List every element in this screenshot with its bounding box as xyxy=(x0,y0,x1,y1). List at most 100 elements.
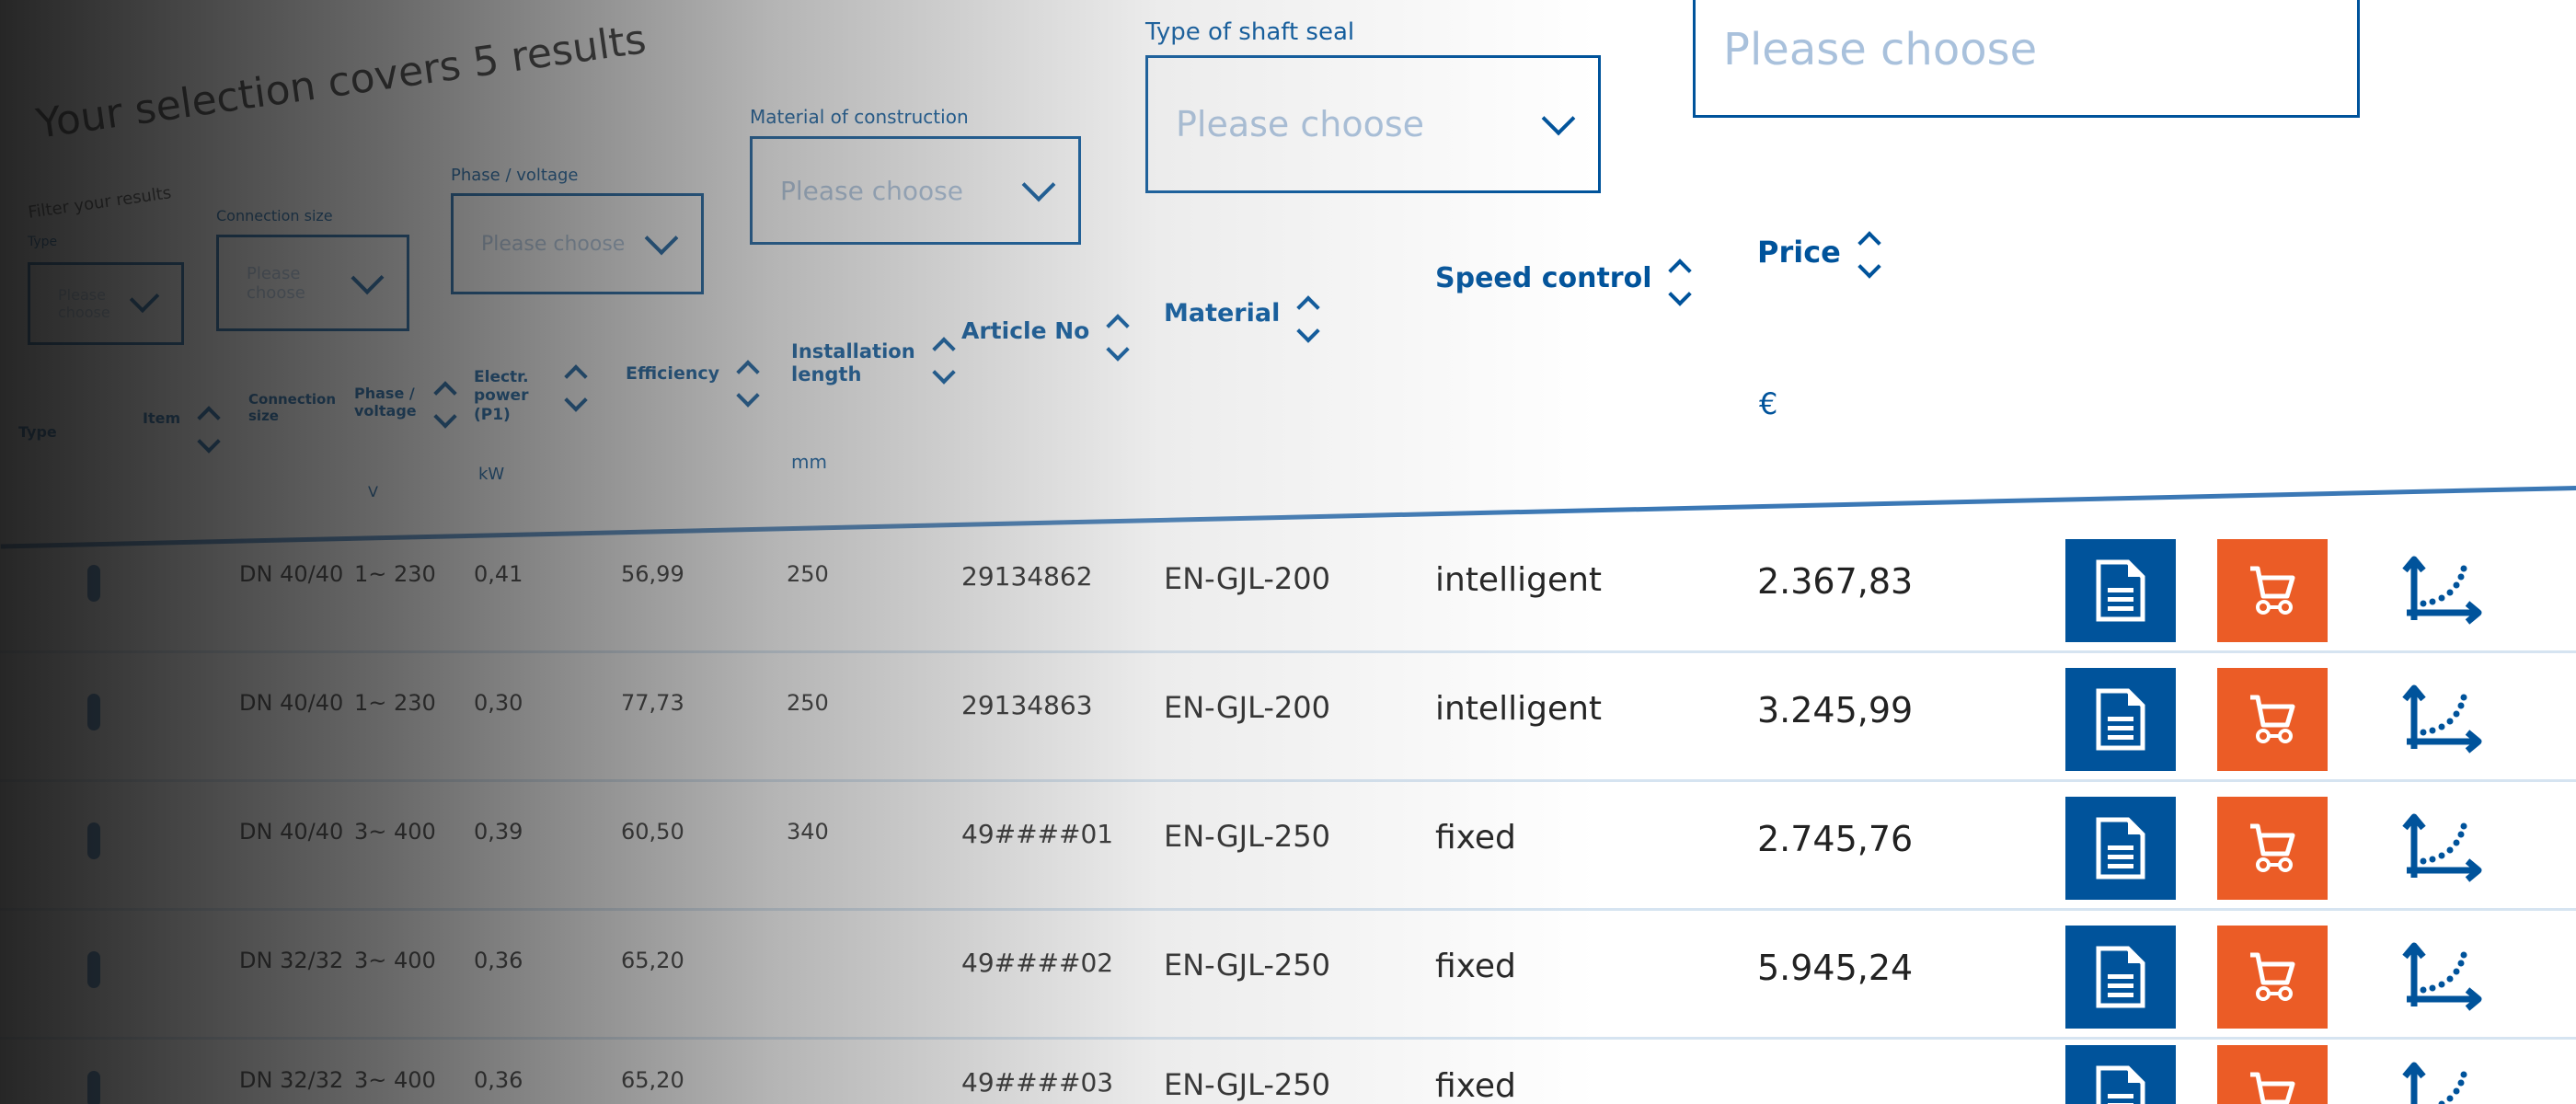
filter-label-connection: Connection size xyxy=(216,207,333,224)
sort-icon[interactable] xyxy=(1668,259,1693,306)
filter-dropdown-6[interactable]: Please choose xyxy=(1693,0,2360,118)
table-row[interactable]: DN 40/40 1~ 230 0,30 77,73 250 29134863 … xyxy=(0,653,2576,782)
pump-curve-button[interactable] xyxy=(2392,539,2493,642)
datasheet-button[interactable] xyxy=(2065,926,2176,1029)
column-header-power[interactable]: Electr. power (P1) xyxy=(474,364,588,424)
pump-icon xyxy=(87,565,100,602)
sort-icon[interactable] xyxy=(931,337,956,385)
cell-speed-control: fixed xyxy=(1435,1067,1516,1104)
cell-power: 0,36 xyxy=(474,948,523,973)
sort-icon[interactable] xyxy=(432,381,457,429)
add-to-cart-button[interactable] xyxy=(2217,1045,2328,1104)
cell-article-no: 49####02 xyxy=(961,948,1114,978)
cell-price: 3.245,99 xyxy=(1757,690,1914,730)
column-header-installation-length[interactable]: Installation length xyxy=(791,337,956,386)
sort-icon[interactable] xyxy=(1106,314,1131,362)
document-icon xyxy=(2096,946,2145,1008)
table-row[interactable]: DN 40/40 3~ 400 0,39 60,50 340 49####01 … xyxy=(0,782,2576,911)
dropdown-placeholder: Please choose xyxy=(58,286,110,321)
document-icon xyxy=(2096,688,2145,751)
column-header-article-no[interactable]: Article No xyxy=(961,314,1131,362)
column-header-material[interactable]: Material xyxy=(1164,295,1321,343)
sort-icon[interactable] xyxy=(564,364,588,412)
pump-curve-button[interactable] xyxy=(2392,797,2493,900)
cell-efficiency: 65,20 xyxy=(621,1067,684,1093)
cell-article-no: 29134863 xyxy=(961,690,1093,720)
cell-price: 5.945,24 xyxy=(1757,948,1914,988)
filter-type-dropdown[interactable]: Please choose xyxy=(28,262,184,345)
cell-efficiency: 77,73 xyxy=(621,690,684,716)
sort-icon[interactable] xyxy=(736,360,760,408)
cell-material: EN-GJL-250 xyxy=(1164,948,1330,983)
cell-price: 2.367,83 xyxy=(1757,561,1914,602)
shopping-cart-icon xyxy=(2250,566,2295,615)
cell-connection: DN 32/32 xyxy=(239,948,344,973)
cell-length: 250 xyxy=(787,690,829,716)
table-row[interactable]: DN 32/32 3~ 400 0,36 65,20 49####02 EN-G… xyxy=(0,911,2576,1040)
cell-material: EN-GJL-250 xyxy=(1164,1067,1330,1102)
filter-label-material: Material of construction xyxy=(750,106,969,128)
pump-icon xyxy=(87,951,100,988)
dropdown-placeholder: Please choose xyxy=(481,232,626,256)
cell-speed-control: intelligent xyxy=(1435,690,1603,728)
cell-article-no: 49####01 xyxy=(961,819,1114,849)
cell-connection: DN 40/40 xyxy=(239,819,344,845)
column-header-type[interactable]: Type xyxy=(18,423,57,441)
table-row[interactable]: DN 40/40 1~ 230 0,41 56,99 250 29134862 … xyxy=(0,524,2576,653)
pump-curve-button[interactable] xyxy=(2392,1045,2493,1104)
filter-shaft-seal-dropdown[interactable]: Please choose xyxy=(1145,55,1601,193)
filter-label-type: Type xyxy=(28,235,58,249)
cell-voltage: 1~ 230 xyxy=(354,561,436,587)
pump-icon xyxy=(87,1071,100,1104)
cell-material: EN-GJL-250 xyxy=(1164,819,1330,854)
datasheet-button[interactable] xyxy=(2065,668,2176,771)
cell-efficiency: 56,99 xyxy=(621,561,684,587)
column-header-item[interactable]: Item xyxy=(143,406,221,454)
cell-voltage: 3~ 400 xyxy=(354,1067,436,1093)
cell-connection: DN 40/40 xyxy=(239,690,344,716)
pump-curve-button[interactable] xyxy=(2392,926,2493,1029)
datasheet-button[interactable] xyxy=(2065,539,2176,642)
cell-price: 2.745,76 xyxy=(1757,819,1914,859)
cell-speed-control: fixed xyxy=(1435,948,1516,985)
add-to-cart-button[interactable] xyxy=(2217,926,2328,1029)
column-header-efficiency[interactable]: Efficiency xyxy=(626,360,760,408)
sort-icon[interactable] xyxy=(1296,295,1321,343)
dropdown-placeholder: Please choose xyxy=(247,263,305,303)
shopping-cart-icon xyxy=(2250,1072,2295,1104)
datasheet-button[interactable] xyxy=(2065,1045,2176,1104)
chevron-down-icon xyxy=(644,221,679,256)
cell-material: EN-GJL-200 xyxy=(1164,561,1330,596)
shopping-cart-icon xyxy=(2250,695,2295,743)
filter-connection-dropdown[interactable]: Please choose xyxy=(216,235,409,331)
cell-power: 0,41 xyxy=(474,561,523,587)
cell-voltage: 1~ 230 xyxy=(354,690,436,716)
dropdown-placeholder: Please choose xyxy=(1176,104,1425,144)
cell-efficiency: 60,50 xyxy=(621,819,684,845)
unit-voltage: V xyxy=(368,483,378,500)
datasheet-button[interactable] xyxy=(2065,797,2176,900)
filter-material-dropdown[interactable]: Please choose xyxy=(750,136,1081,245)
cell-power: 0,39 xyxy=(474,819,523,845)
cell-speed-control: intelligent xyxy=(1435,561,1603,599)
unit-power: kW xyxy=(478,465,505,484)
pump-icon xyxy=(87,822,100,859)
column-header-speed-control[interactable]: Speed control xyxy=(1435,259,1693,306)
add-to-cart-button[interactable] xyxy=(2217,539,2328,642)
pump-curve-button[interactable] xyxy=(2392,668,2493,771)
sort-icon[interactable] xyxy=(197,406,221,454)
add-to-cart-button[interactable] xyxy=(2217,668,2328,771)
document-icon xyxy=(2096,1065,2145,1104)
pump-curve-chart-icon xyxy=(2402,942,2482,1011)
filter-phase-dropdown[interactable]: Please choose xyxy=(451,193,704,294)
document-icon xyxy=(2096,817,2145,880)
add-to-cart-button[interactable] xyxy=(2217,797,2328,900)
shopping-cart-icon xyxy=(2250,952,2295,1001)
column-header-connection[interactable]: Connection size xyxy=(248,391,337,424)
cell-voltage: 3~ 400 xyxy=(354,948,436,973)
column-header-price[interactable]: Price xyxy=(1757,231,1881,279)
sort-icon[interactable] xyxy=(1857,231,1881,279)
table-row[interactable]: DN 32/32 3~ 400 0,36 65,20 49####03 EN-G… xyxy=(0,1030,2576,1104)
column-header-phase[interactable]: Phase / voltage xyxy=(354,381,457,429)
